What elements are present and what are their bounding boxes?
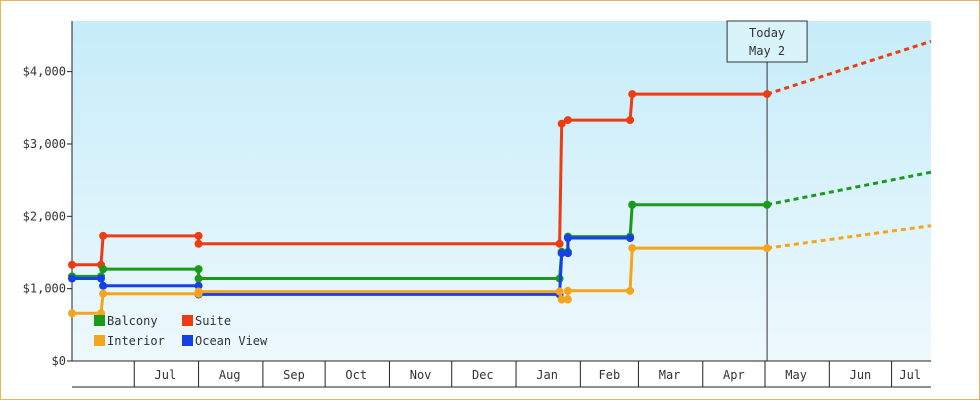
data-point — [194, 239, 203, 248]
x-tick-label: Sep — [283, 368, 305, 382]
forecast-line-balcony — [766, 170, 932, 207]
data-point — [626, 234, 635, 243]
x-tick-label: Oct — [345, 368, 367, 382]
plot-background — [72, 21, 931, 361]
series-suite — [68, 39, 932, 269]
forecast-line-suite — [766, 39, 932, 96]
data-point — [763, 244, 772, 253]
legend-swatch-interior — [94, 335, 105, 346]
y-axis: $0 $1,000 $2,000 $3,000 $4,000 — [23, 21, 73, 368]
data-point — [555, 239, 564, 248]
data-point — [563, 249, 572, 258]
legend-swatch-balcony — [94, 315, 105, 326]
legend-label-balcony: Balcony — [107, 314, 158, 328]
today-label: Today — [749, 26, 785, 40]
data-point — [68, 260, 76, 269]
data-point — [557, 119, 566, 128]
data-point — [68, 274, 76, 283]
data-point — [97, 274, 106, 283]
data-point — [563, 116, 572, 125]
x-tick-label: Jan — [536, 368, 558, 382]
data-point — [99, 289, 108, 298]
series-ocean-view — [68, 234, 635, 299]
y-tick-label: $0 — [52, 354, 66, 368]
legend-swatch-suite — [182, 315, 193, 326]
data-point — [99, 231, 108, 240]
data-point — [628, 90, 637, 99]
x-tick-label: Jul — [155, 368, 177, 382]
y-tick-label: $2,000 — [23, 209, 66, 223]
data-point — [194, 265, 203, 274]
data-point — [628, 200, 637, 209]
y-tick-label: $1,000 — [23, 282, 66, 296]
x-tick-label: Aug — [219, 368, 241, 382]
today-date: May 2 — [749, 44, 785, 58]
forecast-line-interior — [766, 224, 932, 250]
data-point — [763, 90, 772, 99]
data-point — [563, 234, 572, 243]
legend-label-ocean-view: Ocean View — [195, 334, 268, 348]
legend: Balcony Suite Interior Ocean View — [94, 314, 268, 348]
data-point — [628, 244, 637, 253]
data-point — [194, 231, 203, 240]
x-tick-label: Jul — [899, 368, 921, 382]
legend-label-interior: Interior — [107, 334, 165, 348]
data-point — [555, 287, 564, 296]
x-tick-label: Dec — [472, 368, 494, 382]
x-tick-label: Nov — [410, 368, 432, 382]
data-point — [557, 249, 566, 258]
y-tick-label: $3,000 — [23, 137, 66, 151]
data-point — [626, 116, 635, 125]
x-axis: Jul Aug Sep Oct Nov Dec Jan Feb Mar Apr May Jun Jul — [72, 360, 931, 388]
data-point — [626, 286, 635, 295]
data-point — [194, 287, 203, 296]
data-point — [557, 295, 566, 304]
today-marker: Today May 2 — [726, 20, 808, 361]
x-tick-label: Apr — [723, 368, 745, 382]
legend-label-suite: Suite — [195, 314, 231, 328]
x-tick-label: Mar — [659, 368, 681, 382]
series-lines — [68, 39, 932, 318]
data-point — [68, 309, 76, 318]
data-point — [99, 265, 108, 274]
data-point — [194, 274, 203, 283]
data-point — [763, 200, 772, 209]
y-tick-label: $4,000 — [23, 65, 66, 79]
series-interior — [68, 224, 932, 318]
data-point — [99, 281, 108, 290]
data-point — [563, 295, 572, 304]
data-point — [194, 281, 203, 290]
data-point — [563, 286, 572, 295]
today-box — [726, 20, 808, 63]
x-tick-label: Feb — [599, 368, 621, 382]
legend-swatch-ocean-view — [182, 335, 193, 346]
x-tick-label: Jun — [850, 368, 872, 382]
x-tick-label: May — [785, 368, 807, 382]
